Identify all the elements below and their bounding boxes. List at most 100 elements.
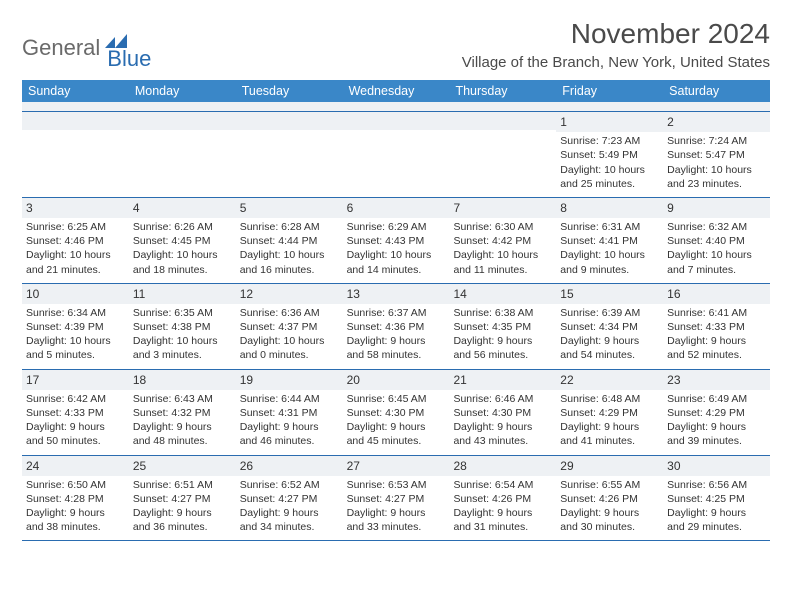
sunset: Sunset: 4:35 PM (453, 320, 552, 334)
day-number: 24 (22, 456, 129, 476)
sunset: Sunset: 4:42 PM (453, 234, 552, 248)
sunrise: Sunrise: 6:55 AM (560, 478, 659, 492)
day-number: 29 (556, 456, 663, 476)
daylight: Daylight: 9 hours and 39 minutes. (667, 420, 766, 448)
day-body: Sunrise: 6:53 AMSunset: 4:27 PMDaylight:… (343, 476, 450, 541)
day-body: Sunrise: 6:51 AMSunset: 4:27 PMDaylight:… (129, 476, 236, 541)
day-cell: 10Sunrise: 6:34 AMSunset: 4:39 PMDayligh… (22, 284, 129, 369)
day-cell: 26Sunrise: 6:52 AMSunset: 4:27 PMDayligh… (236, 456, 343, 541)
day-body: Sunrise: 7:23 AMSunset: 5:49 PMDaylight:… (556, 132, 663, 197)
daylight: Daylight: 9 hours and 46 minutes. (240, 420, 339, 448)
day-cell: 18Sunrise: 6:43 AMSunset: 4:32 PMDayligh… (129, 370, 236, 455)
day-cell: 17Sunrise: 6:42 AMSunset: 4:33 PMDayligh… (22, 370, 129, 455)
day-cell: 2Sunrise: 7:24 AMSunset: 5:47 PMDaylight… (663, 112, 770, 197)
day-body: Sunrise: 6:43 AMSunset: 4:32 PMDaylight:… (129, 390, 236, 455)
sunset: Sunset: 4:27 PM (347, 492, 446, 506)
day-cell: 14Sunrise: 6:38 AMSunset: 4:35 PMDayligh… (449, 284, 556, 369)
sunrise: Sunrise: 6:26 AM (133, 220, 232, 234)
daylight: Daylight: 9 hours and 50 minutes. (26, 420, 125, 448)
sunset: Sunset: 4:46 PM (26, 234, 125, 248)
day-cell: 29 Sunrise: 6:55 AMSunset: 4:26 PMDayligh… (556, 456, 663, 541)
day-cell (236, 112, 343, 197)
sunset: Sunset: 4:29 PM (560, 406, 659, 420)
day-number: 12 (236, 284, 343, 304)
daylight: Daylight: 10 hours and 23 minutes. (667, 163, 766, 191)
day-cell: 25Sunrise: 6:51 AMSunset: 4:27 PMDayligh… (129, 456, 236, 541)
daylight: Daylight: 10 hours and 25 minutes. (560, 163, 659, 191)
sunrise: Sunrise: 6:44 AM (240, 392, 339, 406)
day-cell (449, 112, 556, 197)
weekday-head: Sunday (22, 80, 129, 102)
day-body: Sunrise: 6:42 AMSunset: 4:33 PMDaylight:… (22, 390, 129, 455)
day-number: 11 (129, 284, 236, 304)
day-cell: 5Sunrise: 6:28 AMSunset: 4:44 PMDaylight… (236, 198, 343, 283)
calendar: SundayMondayTuesdayWednesdayThursdayFrid… (22, 80, 770, 541)
sunset: Sunset: 5:49 PM (560, 148, 659, 162)
sunset: Sunset: 4:40 PM (667, 234, 766, 248)
daylight: Daylight: 9 hours and 30 minutes. (560, 506, 659, 534)
day-cell (129, 112, 236, 197)
sunset: Sunset: 4:37 PM (240, 320, 339, 334)
weekday-head: Tuesday (236, 80, 343, 102)
day-cell: 7Sunrise: 6:30 AMSunset: 4:42 PMDaylight… (449, 198, 556, 283)
daylight: Daylight: 10 hours and 0 minutes. (240, 334, 339, 362)
day-body (449, 130, 556, 138)
header-spacer (22, 102, 770, 112)
day-number: 28 (449, 456, 556, 476)
day-number: 17 (22, 370, 129, 390)
sunset: Sunset: 4:29 PM (667, 406, 766, 420)
day-body: Sunrise: 6:50 AMSunset: 4:28 PMDaylight:… (22, 476, 129, 541)
week-row: 1Sunrise: 7:23 AMSunset: 5:49 PMDaylight… (22, 112, 770, 198)
day-number: 1 (556, 112, 663, 132)
day-number: 13 (343, 284, 450, 304)
week-row: 17Sunrise: 6:42 AMSunset: 4:33 PMDayligh… (22, 370, 770, 456)
day-body: Sunrise: 6:48 AMSunset: 4:29 PMDaylight:… (556, 390, 663, 455)
day-body: Sunrise: 6:37 AMSunset: 4:36 PMDaylight:… (343, 304, 450, 369)
day-cell: 30Sunrise: 6:56 AMSunset: 4:25 PMDayligh… (663, 456, 770, 541)
daylight: Daylight: 9 hours and 48 minutes. (133, 420, 232, 448)
daylight: Daylight: 9 hours and 56 minutes. (453, 334, 552, 362)
day-cell: 3Sunrise: 6:25 AMSunset: 4:46 PMDaylight… (22, 198, 129, 283)
day-body: Sunrise: 6:35 AMSunset: 4:38 PMDaylight:… (129, 304, 236, 369)
brand-part2: Blue (107, 46, 151, 72)
sunset: Sunset: 4:26 PM (560, 492, 659, 506)
sunrise: Sunrise: 6:31 AM (560, 220, 659, 234)
daylight: Daylight: 10 hours and 9 minutes. (560, 248, 659, 276)
daylight: Daylight: 9 hours and 33 minutes. (347, 506, 446, 534)
sunrise: Sunrise: 6:45 AM (347, 392, 446, 406)
sunset: Sunset: 4:26 PM (453, 492, 552, 506)
sunset: Sunset: 4:45 PM (133, 234, 232, 248)
day-body: Sunrise: 7:24 AMSunset: 5:47 PMDaylight:… (663, 132, 770, 197)
day-number: 19 (236, 370, 343, 390)
day-number (22, 112, 129, 130)
sunrise: Sunrise: 6:50 AM (26, 478, 125, 492)
sunrise: Sunrise: 6:49 AM (667, 392, 766, 406)
day-body: Sunrise: 6:34 AMSunset: 4:39 PMDaylight:… (22, 304, 129, 369)
weekday-head: Monday (129, 80, 236, 102)
daylight: Daylight: 9 hours and 43 minutes. (453, 420, 552, 448)
weekday-head: Thursday (449, 80, 556, 102)
day-number: 14 (449, 284, 556, 304)
day-body: Sunrise: 6:39 AMSunset: 4:34 PMDaylight:… (556, 304, 663, 369)
sunrise: Sunrise: 6:28 AM (240, 220, 339, 234)
day-body: Sunrise: 6:54 AMSunset: 4:26 PMDaylight:… (449, 476, 556, 541)
sunset: Sunset: 4:41 PM (560, 234, 659, 248)
week-row: 10Sunrise: 6:34 AMSunset: 4:39 PMDayligh… (22, 284, 770, 370)
day-number: 4 (129, 198, 236, 218)
day-body: Sunrise: 6:32 AMSunset: 4:40 PMDaylight:… (663, 218, 770, 283)
sunset: Sunset: 4:38 PM (133, 320, 232, 334)
day-number (129, 112, 236, 130)
weekday-head: Saturday (663, 80, 770, 102)
sunrise: Sunrise: 6:54 AM (453, 478, 552, 492)
day-body: Sunrise: 6:26 AMSunset: 4:45 PMDaylight:… (129, 218, 236, 283)
day-number (236, 112, 343, 130)
day-cell: 15Sunrise: 6:39 AMSunset: 4:34 PMDayligh… (556, 284, 663, 369)
day-cell: 23Sunrise: 6:49 AMSunset: 4:29 PMDayligh… (663, 370, 770, 455)
day-body: Sunrise: 6:30 AMSunset: 4:42 PMDaylight:… (449, 218, 556, 283)
day-cell: 6Sunrise: 6:29 AMSunset: 4:43 PMDaylight… (343, 198, 450, 283)
day-number: 22 (556, 370, 663, 390)
location: Village of the Branch, New York, United … (462, 54, 770, 71)
sunset: Sunset: 4:43 PM (347, 234, 446, 248)
daylight: Daylight: 10 hours and 7 minutes. (667, 248, 766, 276)
day-number: 27 (343, 456, 450, 476)
